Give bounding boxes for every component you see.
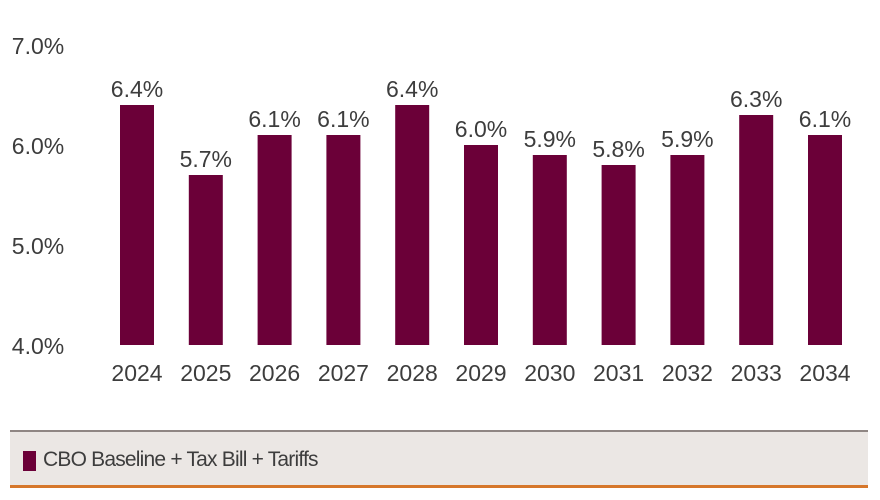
bar-2034 — [808, 135, 842, 345]
bar-2029 — [464, 145, 498, 345]
data-label-2034: 6.1% — [799, 106, 851, 132]
x-tick-label: 2033 — [731, 360, 782, 386]
data-label-2033: 6.3% — [730, 86, 782, 112]
x-tick-label: 2034 — [799, 360, 850, 386]
data-label-2030: 5.9% — [524, 126, 576, 152]
y-tick-label: 6.0% — [12, 133, 64, 159]
x-tick-label: 2025 — [180, 360, 231, 386]
bar-2028 — [395, 105, 430, 345]
legend: CBO Baseline + Tax Bill + Tariffs — [10, 430, 868, 488]
x-tick-label: 2024 — [111, 360, 162, 386]
x-tick-label: 2029 — [455, 360, 506, 386]
data-label-2027: 6.1% — [317, 106, 369, 132]
x-tick-label: 2030 — [524, 360, 575, 386]
bar-2030 — [532, 155, 567, 345]
data-label-2026: 6.1% — [248, 106, 300, 132]
y-axis: 4.0% 5.0% 6.0% 7.0% — [12, 33, 64, 359]
bar-2025 — [188, 175, 223, 345]
x-tick-label: 2032 — [662, 360, 713, 386]
data-label-2024: 6.4% — [111, 76, 163, 102]
y-tick-label: 7.0% — [12, 33, 64, 59]
bar-2031 — [601, 165, 636, 345]
x-tick-label: 2031 — [593, 360, 644, 386]
bars — [120, 105, 842, 345]
bar-2032 — [670, 155, 705, 345]
data-label-2031: 5.8% — [592, 136, 644, 162]
data-labels: 6.4% 5.7% 6.1% 6.1% 6.4% 6.0% 5.9% 5.8% 5.9% 6.3%… — [111, 76, 851, 172]
data-label-2028: 6.4% — [386, 76, 438, 102]
x-tick-label: 2028 — [387, 360, 438, 386]
bar-2026 — [257, 135, 292, 345]
x-tick-label: 2026 — [249, 360, 300, 386]
bar-chart: 4.0% 5.0% 6.0% 7.0% 6.4% 5.7% 6.1% 6.1% 6.4% 6.0… — [12, 33, 851, 386]
data-label-2025: 5.7% — [180, 146, 232, 172]
legend-swatch — [23, 451, 36, 471]
bar-2024 — [120, 105, 154, 345]
data-label-2032: 5.9% — [661, 126, 713, 152]
x-tick-label: 2027 — [318, 360, 369, 386]
y-tick-label: 4.0% — [12, 333, 64, 359]
data-label-2029: 6.0% — [455, 116, 507, 142]
bar-2033 — [739, 115, 774, 345]
bar-2027 — [326, 135, 361, 345]
x-axis: 2024 2025 2026 2027 2028 2029 2030 2031 2032 2033… — [111, 360, 850, 386]
y-tick-label: 5.0% — [12, 233, 64, 259]
legend-label: CBO Baseline + Tax Bill + Tariffs — [43, 448, 319, 471]
